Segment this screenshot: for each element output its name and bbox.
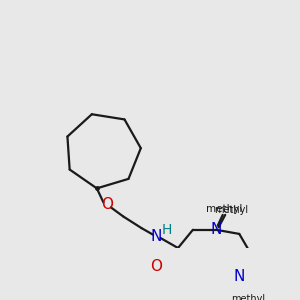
Text: N: N — [210, 222, 222, 237]
Text: methyl: methyl — [231, 293, 266, 300]
Text: H: H — [162, 223, 172, 237]
Text: N: N — [151, 229, 162, 244]
Text: O: O — [101, 197, 113, 212]
Text: O: O — [150, 259, 162, 274]
Text: methyl: methyl — [214, 205, 248, 215]
Text: methyl: methyl — [206, 204, 243, 214]
Text: N: N — [234, 269, 245, 284]
